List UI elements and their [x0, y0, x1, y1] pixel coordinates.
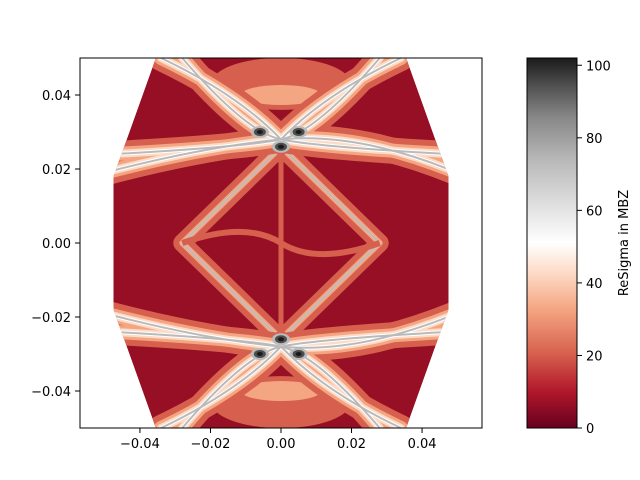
x-tick-label: −0.02 [191, 437, 231, 452]
x-axis: −0.04 −0.02 0.00 0.02 0.04 [120, 428, 437, 452]
hotspot-core [256, 352, 263, 356]
x-tick-label: 0.04 [408, 437, 437, 452]
colorbar-tick-label: 20 [586, 349, 603, 364]
y-tick-label: 0.00 [42, 237, 71, 252]
colorbar-tick-label: 40 [586, 277, 603, 292]
y-tick-label: −0.04 [31, 385, 71, 400]
colorbar-gradient [527, 58, 577, 428]
colorbar-tick-label: 0 [586, 422, 594, 437]
colorbar-tick-label: 80 [586, 132, 603, 147]
colorbar: 0 20 40 60 80 100 ReSigma in MBZ [526, 57, 632, 437]
edge-lobe-inner [241, 85, 321, 105]
x-tick-label: −0.04 [120, 437, 160, 452]
hotspot-core [278, 337, 284, 342]
hotspot-core [295, 352, 302, 356]
x-tick-label: 0.02 [337, 437, 366, 452]
colorbar-tick-label: 60 [586, 204, 603, 219]
hotspot-core [278, 144, 284, 149]
plot-area [80, 58, 482, 428]
ridge-band-4 [113, 330, 381, 428]
y-tick-label: 0.04 [42, 89, 71, 104]
y-axis: −0.04 −0.02 0.00 0.02 0.04 [31, 89, 80, 400]
colorbar-tick-label: 100 [586, 59, 611, 74]
hexagon-region [113, 58, 449, 428]
colorbar-frame [526, 57, 578, 429]
ridge-band-4 [113, 58, 381, 156]
y-tick-label: −0.02 [31, 311, 71, 326]
colorbar-label: ReSigma in MBZ [617, 190, 632, 296]
x-tick-label: 0.00 [267, 437, 296, 452]
edge-lobe-inner [241, 381, 321, 401]
hotspot-core [295, 130, 302, 134]
y-tick-label: 0.02 [42, 163, 71, 178]
colorbar-ticks: 0 20 40 60 80 100 [577, 59, 611, 437]
hotspot-core [256, 130, 263, 134]
